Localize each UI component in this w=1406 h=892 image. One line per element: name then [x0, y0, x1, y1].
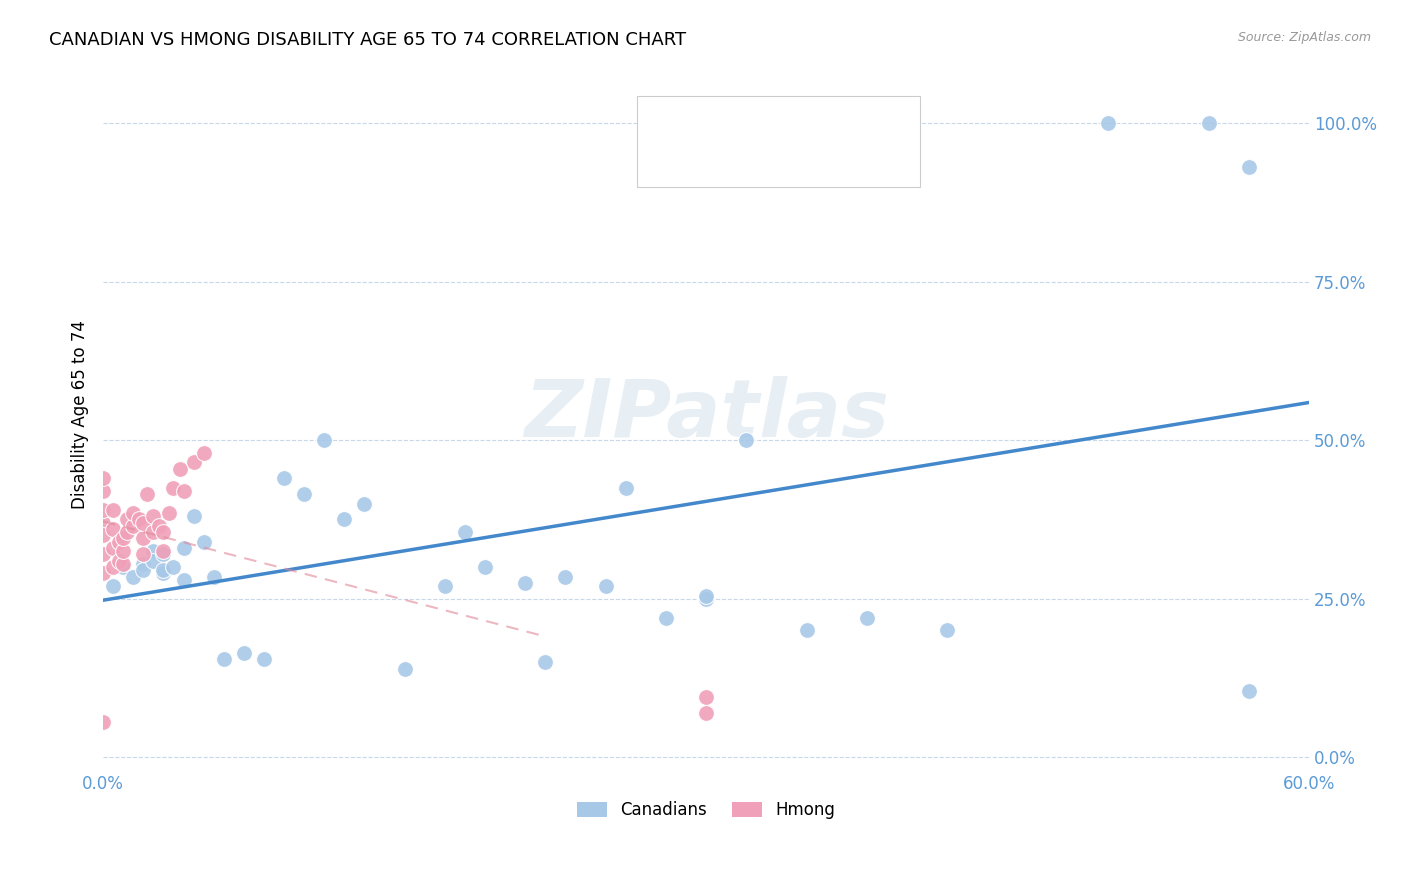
Point	[91, 566, 114, 581]
Point	[614, 481, 637, 495]
Point	[91, 516, 114, 530]
Point	[136, 487, 159, 501]
Point	[173, 573, 195, 587]
Point	[169, 461, 191, 475]
Point	[142, 509, 165, 524]
Point	[91, 483, 114, 498]
Point	[183, 509, 205, 524]
Point	[655, 611, 678, 625]
Point	[856, 611, 879, 625]
Point	[101, 579, 124, 593]
Point	[142, 525, 165, 540]
Point	[162, 481, 184, 495]
Point	[212, 652, 235, 666]
Point	[1237, 683, 1260, 698]
Point	[152, 563, 174, 577]
Point	[152, 566, 174, 581]
Point	[108, 534, 131, 549]
Point	[152, 547, 174, 561]
Point	[695, 690, 717, 704]
Point	[117, 512, 139, 526]
Point	[515, 575, 537, 590]
Point	[101, 560, 124, 574]
Point	[936, 624, 959, 638]
Point	[122, 518, 145, 533]
Point	[1237, 161, 1260, 175]
Point	[314, 433, 336, 447]
Point	[273, 471, 295, 485]
Point	[695, 589, 717, 603]
Point	[595, 579, 617, 593]
Point	[474, 560, 496, 574]
Point	[394, 661, 416, 675]
Point	[101, 522, 124, 536]
Point	[1097, 116, 1119, 130]
Point	[122, 506, 145, 520]
Point	[695, 591, 717, 606]
Point	[193, 446, 215, 460]
Point	[796, 624, 818, 638]
Text: Source: ZipAtlas.com: Source: ZipAtlas.com	[1237, 31, 1371, 45]
Point	[132, 532, 155, 546]
Point	[91, 547, 114, 561]
Point	[353, 497, 375, 511]
Point	[159, 506, 181, 520]
Point	[112, 532, 135, 546]
Point	[91, 528, 114, 542]
Point	[193, 534, 215, 549]
Point	[142, 544, 165, 558]
Point	[454, 525, 477, 540]
Point	[101, 541, 124, 555]
Point	[735, 433, 758, 447]
Point	[1198, 116, 1220, 130]
Point	[152, 525, 174, 540]
Point	[333, 512, 356, 526]
Point	[132, 516, 155, 530]
Point	[183, 455, 205, 469]
Point	[202, 569, 225, 583]
Point	[152, 544, 174, 558]
Point	[433, 579, 456, 593]
Point	[173, 483, 195, 498]
Point	[142, 554, 165, 568]
Point	[132, 547, 155, 561]
Point	[117, 525, 139, 540]
Y-axis label: Disability Age 65 to 74: Disability Age 65 to 74	[72, 320, 89, 509]
Point	[91, 715, 114, 730]
Point	[101, 503, 124, 517]
Point	[112, 560, 135, 574]
Point	[232, 646, 254, 660]
Point	[695, 706, 717, 720]
Point	[91, 503, 114, 517]
Point	[554, 569, 576, 583]
Point	[162, 560, 184, 574]
Point	[128, 512, 150, 526]
Point	[148, 518, 170, 533]
Point	[122, 569, 145, 583]
Point	[173, 541, 195, 555]
Point	[534, 655, 557, 669]
Point	[108, 554, 131, 568]
Point	[132, 557, 155, 571]
Point	[112, 557, 135, 571]
Text: ZIPatlas: ZIPatlas	[523, 376, 889, 454]
Point	[253, 652, 276, 666]
Text: CANADIAN VS HMONG DISABILITY AGE 65 TO 74 CORRELATION CHART: CANADIAN VS HMONG DISABILITY AGE 65 TO 7…	[49, 31, 686, 49]
Point	[91, 471, 114, 485]
Point	[112, 544, 135, 558]
Point	[292, 487, 315, 501]
Legend: Canadians, Hmong: Canadians, Hmong	[571, 794, 842, 826]
Point	[132, 563, 155, 577]
